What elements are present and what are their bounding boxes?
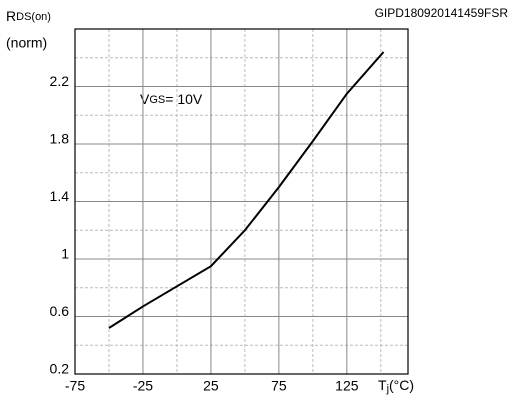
x-label-main: T: [378, 377, 387, 393]
x-label-sub: j: [386, 383, 389, 395]
y-tick-label: 1: [61, 246, 69, 262]
x-tick-label: 75: [271, 378, 287, 394]
x-tick-label: -75: [65, 378, 85, 394]
x-tick-label: -25: [133, 378, 153, 394]
y-axis-unit: (norm): [6, 35, 47, 51]
annotation-sub: GS: [149, 94, 165, 106]
plot-frame: [74, 28, 409, 375]
data-line: [108, 51, 385, 329]
x-tick-label: 125: [335, 378, 359, 394]
y-tick-label: 2.2: [50, 73, 70, 89]
annotation-rest: = 10V: [165, 91, 203, 107]
x-axis-label: Tj(°C): [378, 377, 414, 395]
y-tick-label: 1.4: [50, 188, 70, 204]
y-label-main: R: [6, 8, 16, 24]
y-axis-label: RDS(on): [6, 8, 51, 24]
annotation: VGS= 10V: [140, 91, 203, 107]
y-tick-label: 0.6: [50, 303, 70, 319]
figure-code: GIPD180920141459FSR: [375, 6, 509, 20]
y-tick-label: 0.2: [50, 361, 70, 377]
y-tick-label: 1.8: [50, 131, 70, 147]
x-label-unit: (°C): [389, 377, 414, 393]
annotation-main: V: [140, 91, 150, 107]
x-tick-label: 25: [203, 378, 219, 394]
y-label-sub: DS(on): [16, 11, 51, 23]
